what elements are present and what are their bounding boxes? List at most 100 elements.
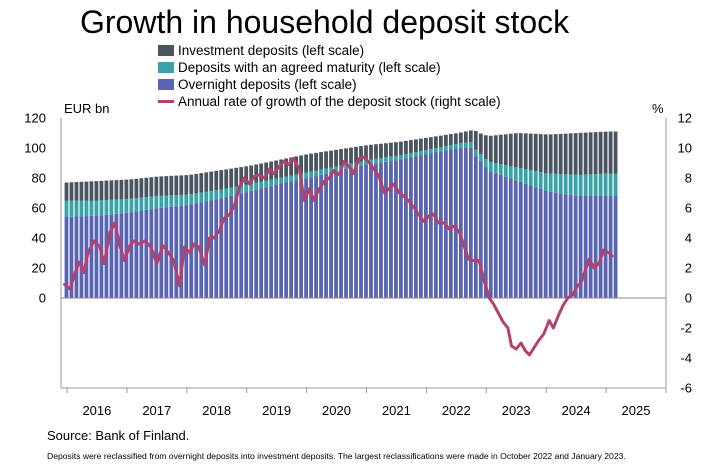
bar-overnight-51 (319, 174, 323, 298)
bar-investment-110 (613, 131, 618, 174)
bar-investment-74 (433, 136, 438, 148)
bar-overnight-101 (568, 194, 573, 298)
bar-overnight-30 (214, 199, 219, 298)
right-tick-label-3: 6 (685, 201, 692, 216)
bar-overnight-104 (583, 196, 588, 298)
bar-maturity-46 (294, 174, 298, 181)
bar-investment-0 (64, 182, 69, 201)
x-tick-label-5: 2021 (382, 403, 411, 418)
bar-maturity-105 (588, 174, 593, 196)
bar-overnight-45 (289, 181, 294, 298)
bar-overnight-98 (553, 192, 558, 298)
bar-overnight-63 (379, 162, 383, 298)
bar-maturity-70 (414, 151, 418, 157)
bar-maturity-56 (344, 164, 348, 169)
bar-overnight-49 (309, 177, 313, 298)
bar-investment-96 (543, 134, 548, 174)
bar-investment-66 (394, 142, 398, 156)
bar-maturity-81 (468, 142, 473, 148)
bar-maturity-95 (538, 172, 543, 189)
legend-label-overnight: Overnight deposits (left scale) (178, 77, 357, 92)
bar-investment-61 (369, 144, 373, 160)
bar-overnight-47 (299, 179, 303, 298)
bar-overnight-93 (528, 185, 533, 298)
bar-overnight-54 (334, 171, 338, 298)
bar-overnight-22 (174, 206, 179, 298)
bar-investment-37 (249, 165, 254, 184)
bar-maturity-100 (563, 174, 568, 195)
bar-maturity-34 (234, 186, 239, 195)
right-tick-label-5: 2 (685, 261, 692, 276)
bar-investment-60 (364, 145, 368, 161)
bar-overnight-61 (369, 164, 373, 298)
bar-investment-73 (428, 137, 433, 149)
bar-overnight-105 (588, 196, 593, 298)
bar-overnight-53 (329, 172, 333, 298)
bar-maturity-14 (134, 198, 139, 212)
bar-overnight-16 (144, 209, 149, 298)
bar-investment-48 (304, 154, 308, 173)
bar-maturity-48 (304, 172, 308, 179)
bar-maturity-53 (329, 167, 333, 173)
bar-maturity-11 (119, 199, 124, 214)
right-tick-label-2: 8 (685, 171, 692, 186)
bar-overnight-96 (543, 190, 548, 298)
bar-investment-5 (89, 181, 94, 201)
bar-maturity-80 (463, 142, 468, 148)
bar-investment-23 (179, 175, 184, 195)
bar-investment-69 (409, 140, 413, 153)
bar-overnight-29 (209, 200, 214, 298)
bar-investment-11 (119, 179, 124, 200)
bar-maturity-102 (573, 174, 578, 196)
bar-overnight-35 (239, 193, 244, 298)
bar-overnight-60 (364, 164, 368, 298)
bar-investment-25 (189, 174, 194, 195)
bar-investment-45 (289, 157, 294, 176)
right-tick-label-8: -4 (680, 351, 692, 366)
bar-maturity-30 (214, 190, 219, 200)
x-tick-label-3: 2019 (262, 403, 291, 418)
bar-maturity-4 (84, 200, 89, 217)
legend-item-overnight: Overnight deposits (left scale) (158, 76, 501, 93)
bar-investment-9 (109, 180, 114, 200)
footnote: Deposits were reclassified from overnigh… (47, 451, 626, 461)
bar-investment-105 (588, 132, 593, 175)
bar-investment-59 (359, 146, 363, 162)
legend-swatch-investment (158, 45, 174, 56)
bar-investment-24 (184, 175, 189, 195)
bar-overnight-10 (114, 213, 119, 298)
bar-investment-36 (244, 166, 249, 185)
bar-investment-77 (448, 134, 453, 145)
bar-overnight-56 (344, 168, 348, 298)
bar-investment-95 (538, 134, 543, 173)
bar-maturity-69 (409, 152, 413, 158)
bar-maturity-15 (139, 197, 144, 211)
left-tick-label-2: 80 (32, 171, 46, 186)
bar-overnight-91 (518, 181, 523, 298)
bar-overnight-6 (94, 215, 99, 298)
legend-item-maturity: Deposits with an agreed maturity (left s… (158, 59, 501, 76)
bar-overnight-84 (483, 167, 488, 298)
bar-maturity-76 (443, 145, 448, 151)
bar-overnight-50 (314, 176, 318, 298)
bar-investment-93 (528, 133, 533, 171)
bar-investment-31 (219, 170, 224, 190)
bar-investment-43 (279, 159, 284, 178)
bar-investment-68 (404, 140, 408, 154)
bar-investment-14 (134, 178, 139, 199)
bar-maturity-99 (558, 174, 563, 194)
bar-maturity-25 (189, 194, 194, 205)
bar-overnight-59 (359, 165, 363, 298)
bar-investment-80 (463, 131, 468, 143)
bar-investment-6 (94, 181, 99, 201)
bar-maturity-74 (433, 147, 438, 153)
bar-maturity-13 (129, 198, 134, 213)
bar-overnight-18 (154, 208, 159, 298)
bar-investment-90 (513, 133, 518, 168)
bar-maturity-62 (374, 158, 378, 164)
bar-overnight-5 (89, 215, 94, 298)
bar-overnight-68 (404, 158, 408, 298)
bar-investment-94 (533, 133, 538, 172)
bar-investment-82 (473, 130, 478, 150)
